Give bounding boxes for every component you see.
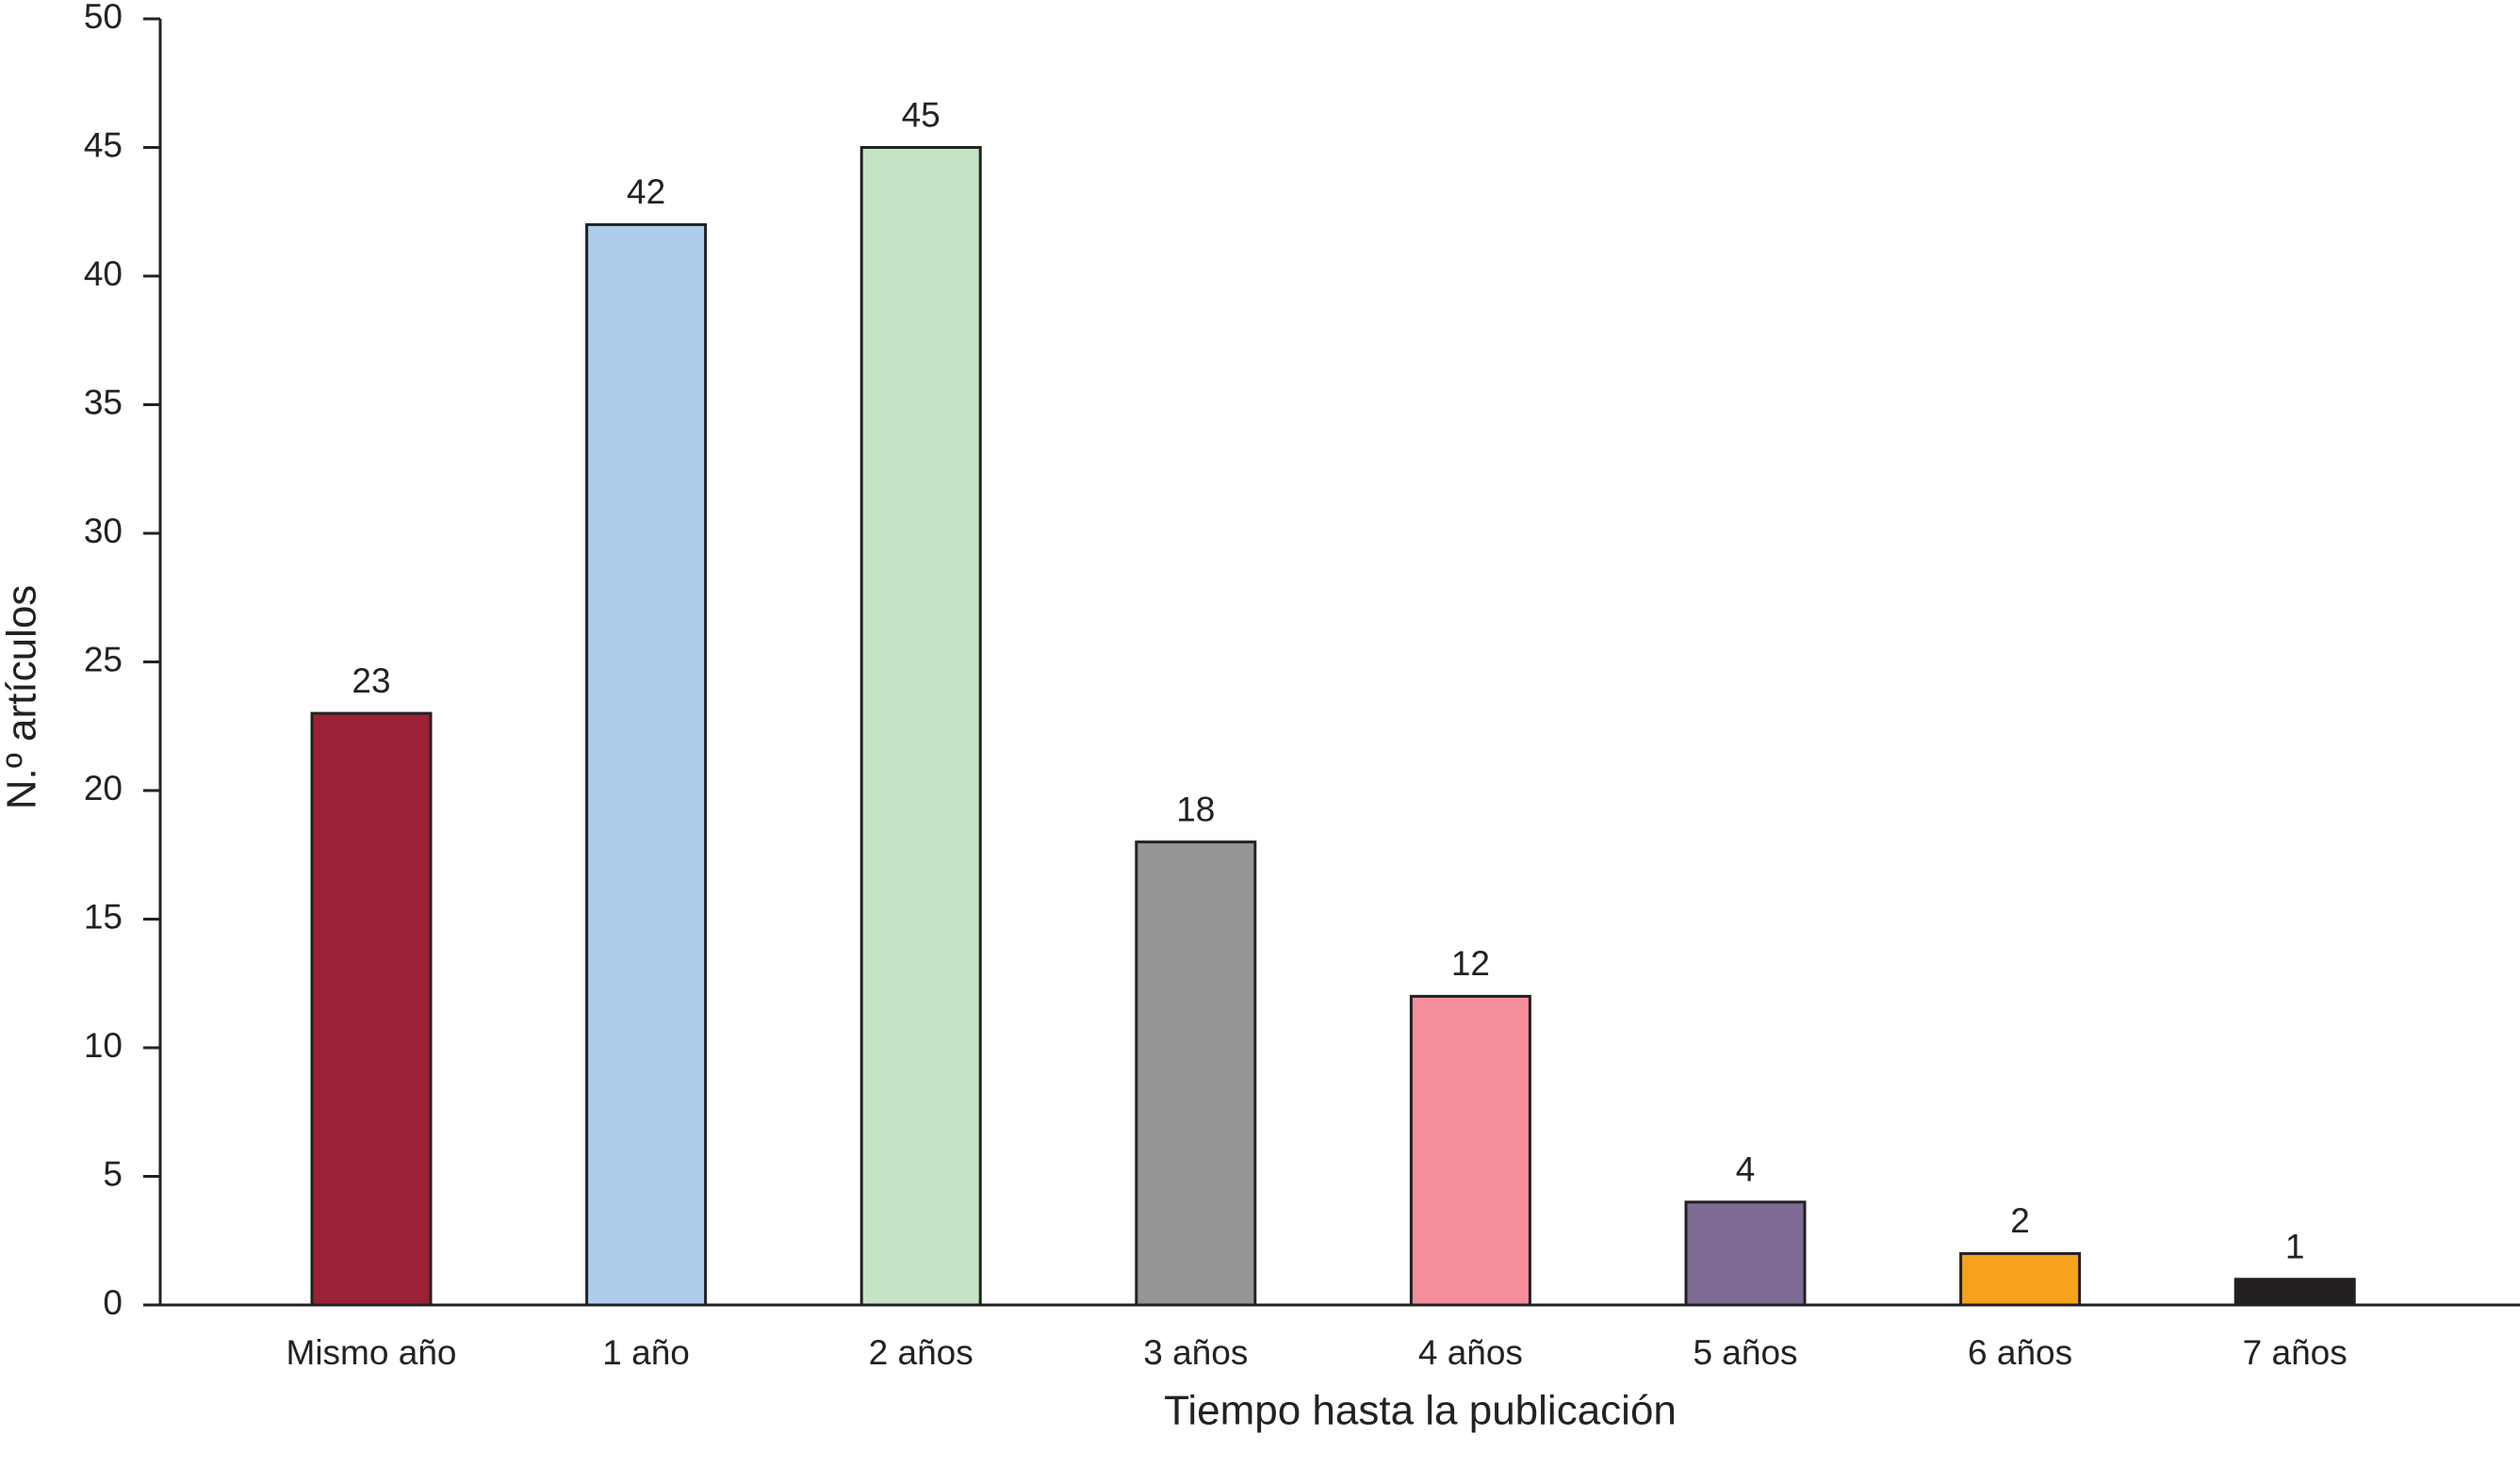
value-label: 45 — [902, 95, 941, 134]
bar — [1409, 994, 1531, 1307]
value-label: 4 — [1736, 1150, 1756, 1189]
value-label: 12 — [1451, 944, 1490, 983]
bar — [1684, 1200, 1807, 1307]
bar — [1135, 840, 1257, 1307]
y-tick-label: 20 — [84, 769, 123, 807]
value-label: 2 — [2010, 1201, 2030, 1240]
bar — [1959, 1251, 2082, 1307]
value-label: 18 — [1176, 790, 1215, 828]
x-tick-label: 5 años — [1693, 1333, 1797, 1372]
y-tick-label: 50 — [84, 0, 123, 36]
x-tick-label: 1 año — [602, 1333, 690, 1372]
y-tick-label: 30 — [84, 512, 123, 550]
x-tick-label: 3 años — [1143, 1333, 1248, 1372]
x-tick-label: 6 años — [1968, 1333, 2072, 1372]
value-label: 42 — [627, 172, 665, 211]
y-tick-label: 40 — [84, 254, 123, 293]
value-label: 1 — [2285, 1227, 2305, 1265]
y-tick-label: 45 — [84, 125, 123, 164]
x-axis-title: Tiempo hasta la publicación — [1164, 1388, 1677, 1434]
bar — [2234, 1278, 2356, 1307]
y-tick-label: 0 — [103, 1283, 123, 1322]
value-label: 23 — [352, 661, 390, 700]
x-tick-label: 2 años — [869, 1333, 974, 1372]
y-tick-label: 5 — [103, 1154, 123, 1193]
y-tick-label: 15 — [84, 897, 123, 936]
bar — [585, 222, 708, 1307]
y-tick-label: 10 — [84, 1026, 123, 1065]
x-tick-label: 7 años — [2243, 1333, 2348, 1372]
y-axis-title: N.º artículos — [0, 585, 45, 810]
y-tick-label: 25 — [84, 640, 123, 678]
bar — [859, 146, 982, 1307]
bar — [310, 711, 433, 1307]
x-tick-label: Mismo año — [286, 1333, 457, 1372]
x-tick-label: 4 años — [1418, 1333, 1523, 1372]
y-tick-label: 35 — [84, 383, 123, 421]
